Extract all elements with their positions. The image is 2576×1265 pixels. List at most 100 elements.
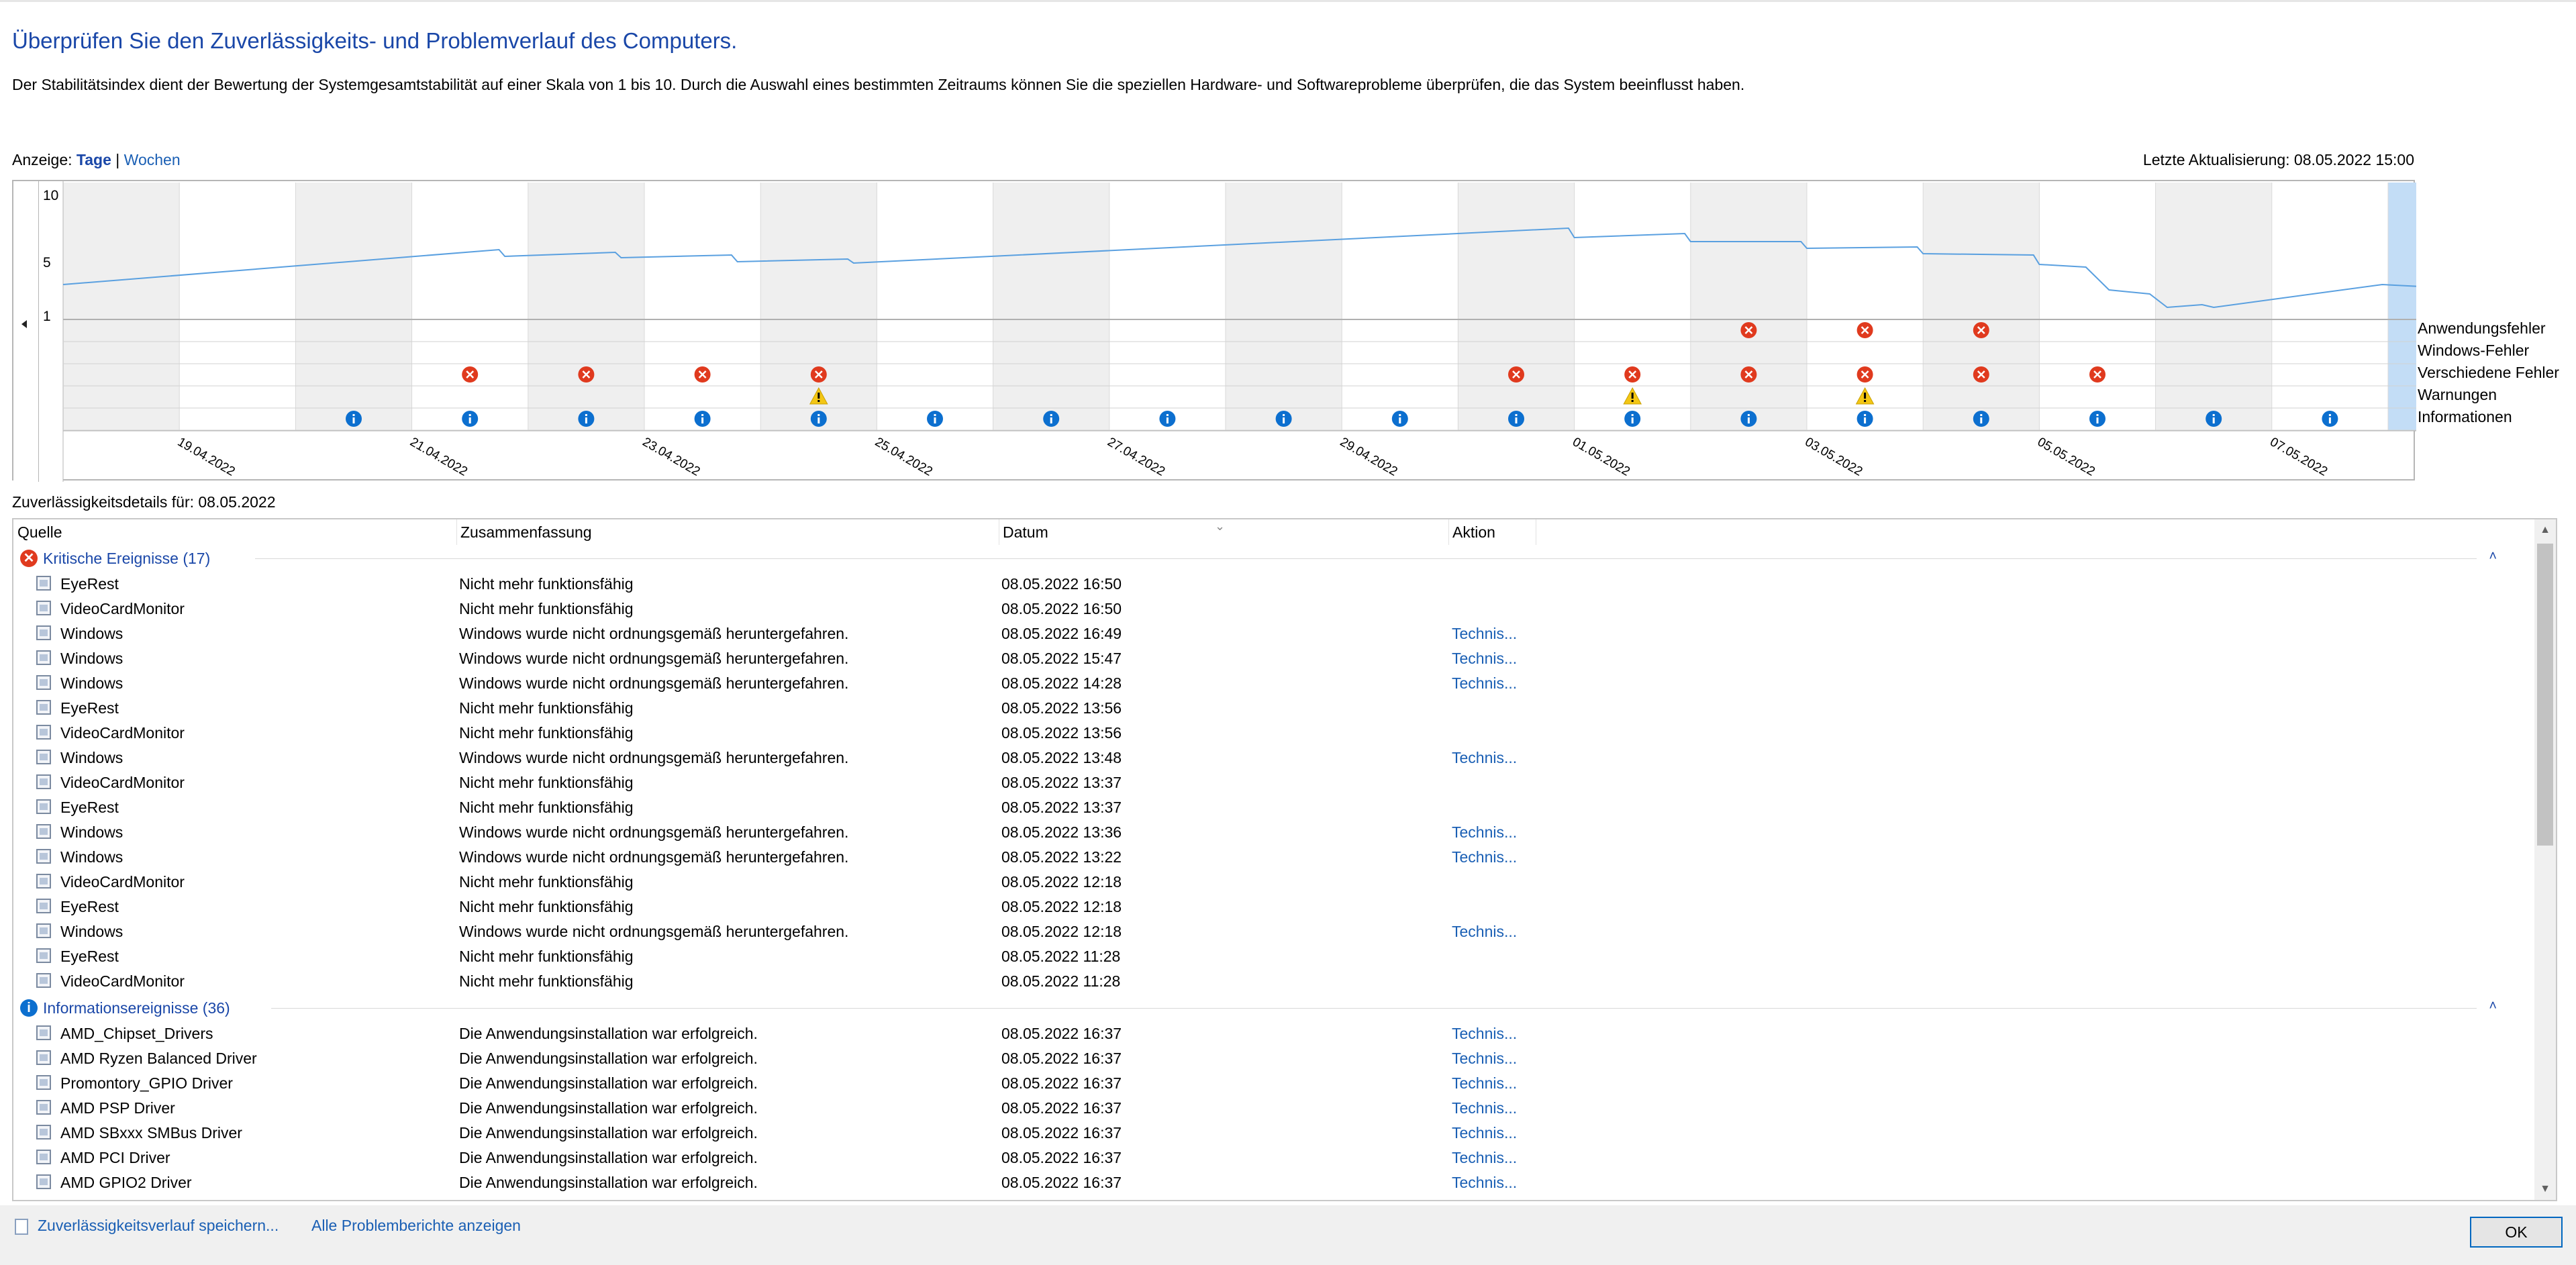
day-column[interactable] [1342, 183, 1458, 431]
day-column[interactable] [993, 183, 1109, 431]
technical-details-link[interactable]: Technis... [1452, 1074, 1518, 1092]
technical-details-link[interactable]: Technis... [1452, 1050, 1518, 1067]
column-header-source[interactable]: Quelle [17, 523, 62, 541]
table-row[interactable]: AMD PSP Driver Die Anwendungsinstallation… [13, 1095, 2524, 1120]
technical-details-link[interactable]: Technis... [1452, 848, 1518, 866]
technical-details-link[interactable]: Technis... [1452, 923, 1518, 940]
column-divider[interactable] [456, 519, 457, 545]
scrollbar-thumb[interactable] [2537, 544, 2553, 846]
table-row[interactable]: VideoCardMonitor Nicht mehr funktionsfähi… [13, 596, 2524, 621]
row-date: 08.05.2022 13:37 [1001, 799, 1122, 816]
technical-details-link[interactable]: Technis... [1452, 749, 1518, 766]
collapse-chevron-icon[interactable]: ˄ [2489, 999, 2497, 1013]
view-weeks-link[interactable]: Wochen [123, 151, 181, 168]
table-row[interactable]: Windows Windows wurde nicht ordnungsgemäß… [13, 844, 2524, 869]
day-column[interactable] [295, 183, 412, 431]
scroll-up-arrow-icon[interactable]: ▲ [2540, 524, 2550, 536]
day-column[interactable] [179, 183, 296, 431]
table-row[interactable]: VideoCardMonitor Nicht mehr funktionsfähi… [13, 770, 2524, 795]
group-critical-events[interactable]: ✕ Kritische Ereignisse (17) ˄ [13, 546, 2524, 570]
table-row[interactable]: VideoCardMonitor Nicht mehr funktionsfähi… [13, 968, 2524, 993]
table-row[interactable]: Windows Windows wurde nicht ordnungsgemäß… [13, 919, 2524, 944]
ok-button[interactable]: OK [2470, 1217, 2563, 1248]
row-date: 08.05.2022 11:28 [1001, 948, 1121, 965]
day-column[interactable] [1923, 183, 2040, 431]
technical-details-link[interactable]: Technis... [1452, 674, 1518, 692]
y-axis-panel [39, 181, 63, 482]
row-source: VideoCardMonitor [60, 600, 185, 617]
warning-icon-dot [1631, 400, 1634, 402]
info-icon-stem [818, 417, 820, 423]
reliability-chart[interactable]: 10 5 1 19.04.2022 21.04.2022 23.04.2022 25.04.… [12, 180, 2416, 482]
row-date: 08.05.2022 16:50 [1001, 575, 1122, 593]
row-source: EyeRest [60, 575, 119, 593]
technical-details-link[interactable]: Technis... [1452, 1149, 1518, 1166]
table-row[interactable]: EyeRest Nicht mehr funktionsfähig 08.05.20… [13, 944, 2524, 968]
table-row[interactable]: AMD SBxxx SMBus Driver Die Anwendungsinst… [13, 1120, 2524, 1145]
vertical-scrollbar[interactable]: ▲ ▼ [2534, 519, 2556, 1200]
table-row[interactable]: VideoCardMonitor Nicht mehr funktionsfähi… [13, 720, 2524, 745]
table-row[interactable]: Windows Windows wurde nicht ordnungsgemäß… [13, 745, 2524, 770]
technical-details-link[interactable]: Technis... [1452, 1124, 1518, 1142]
warning-icon-dot [1864, 400, 1867, 402]
column-header-action[interactable]: Aktion [1452, 523, 1495, 541]
info-icon-dot [468, 414, 471, 416]
all-problem-reports-link[interactable]: Alle Problemberichte anzeigen [311, 1217, 521, 1234]
row-source: EyeRest [60, 699, 119, 717]
row-source: VideoCardMonitor [60, 873, 185, 891]
table-row[interactable]: Windows Windows wurde nicht ordnungsgemäß… [13, 670, 2524, 695]
day-column[interactable] [1109, 183, 1226, 431]
technical-details-link[interactable]: Technis... [1452, 650, 1518, 667]
table-row[interactable]: AMD Ryzen Balanced Driver Die Anwendungsi… [13, 1046, 2524, 1070]
info-icon-dot [701, 414, 704, 416]
view-days-link[interactable]: Tage [76, 151, 111, 168]
day-column[interactable] [2271, 183, 2388, 431]
day-column[interactable] [2388, 183, 2416, 431]
y-tick-label: 5 [43, 255, 51, 270]
error-icon-cross [1861, 326, 1869, 334]
day-column[interactable] [411, 183, 528, 431]
x-date-label: 07.05.2022 [2267, 435, 2330, 479]
technical-details-link[interactable]: Technis... [1452, 1174, 1518, 1191]
column-divider[interactable] [1448, 519, 1449, 545]
row-source: AMD_Chipset_Drivers [60, 1025, 213, 1042]
table-row[interactable]: Promontory_GPIO Driver Die Anwendungsinst… [13, 1070, 2524, 1095]
scroll-left-arrow-icon[interactable] [21, 320, 27, 328]
table-row[interactable]: EyeRest Nicht mehr funktionsfähig 08.05.20… [13, 571, 2524, 596]
day-column[interactable] [644, 183, 761, 431]
group-info-events[interactable]: i Informationsereignisse (36) ˄ [13, 996, 2524, 1020]
technical-details-link[interactable]: Technis... [1452, 1025, 1518, 1042]
technical-details-link[interactable]: Technis... [1452, 823, 1518, 841]
day-column[interactable] [1458, 183, 1575, 431]
application-icon [36, 1050, 51, 1065]
day-column[interactable] [1226, 183, 1342, 431]
info-icon-stem [1631, 417, 1634, 423]
row-summary: Die Anwendungsinstallation war erfolgrei… [459, 1025, 758, 1042]
table-row[interactable]: Windows Windows wurde nicht ordnungsgemäß… [13, 621, 2524, 646]
day-column[interactable] [63, 183, 180, 431]
table-row[interactable]: EyeRest Nicht mehr funktionsfähig 08.05.20… [13, 795, 2524, 819]
table-row[interactable]: AMD GPIO2 Driver Die Anwendungsinstallati… [13, 1170, 2524, 1195]
x-date-label: 05.05.2022 [2035, 435, 2097, 479]
table-row[interactable]: EyeRest Nicht mehr funktionsfähig 08.05.20… [13, 695, 2524, 720]
error-icon-cross [466, 370, 475, 378]
row-summary: Nicht mehr funktionsfähig [459, 898, 634, 915]
table-row[interactable]: EyeRest Nicht mehr funktionsfähig 08.05.20… [13, 894, 2524, 919]
day-column[interactable] [2039, 183, 2156, 431]
collapse-chevron-icon[interactable]: ˄ [2489, 549, 2497, 564]
day-column[interactable] [877, 183, 993, 431]
table-row[interactable]: AMD PCI Driver Die Anwendungsinstallation… [13, 1145, 2524, 1170]
save-history-link[interactable]: Zuverlässigkeitsverlauf speichern... [15, 1217, 279, 1235]
table-row[interactable]: Windows Windows wurde nicht ordnungsgemäß… [13, 646, 2524, 670]
technical-details-link[interactable]: Technis... [1452, 1099, 1518, 1117]
application-icon [36, 601, 51, 615]
column-header-date[interactable]: Datum [1003, 523, 1048, 541]
table-row[interactable]: VideoCardMonitor Nicht mehr funktionsfähi… [13, 869, 2524, 894]
day-column[interactable] [1690, 183, 1807, 431]
technical-details-link[interactable]: Technis... [1452, 625, 1518, 642]
table-row[interactable]: AMD_Chipset_Drivers Die Anwendungsinstall… [13, 1021, 2524, 1046]
column-header-summary[interactable]: Zusammenfassung [460, 523, 592, 541]
table-row[interactable]: Windows Windows wurde nicht ordnungsgemäß… [13, 819, 2524, 844]
scroll-down-arrow-icon[interactable]: ▼ [2540, 1183, 2550, 1195]
day-column[interactable] [528, 183, 644, 431]
